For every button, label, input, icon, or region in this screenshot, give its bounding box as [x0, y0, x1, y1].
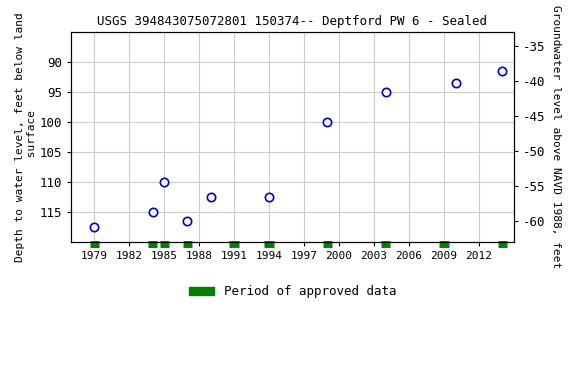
Title: USGS 394843075072801 150374-- Deptford PW 6 - Sealed: USGS 394843075072801 150374-- Deptford P… [97, 15, 487, 28]
Y-axis label: Groundwater level above NAVD 1988, feet: Groundwater level above NAVD 1988, feet [551, 5, 561, 269]
Legend: Period of approved data: Period of approved data [184, 280, 401, 303]
Y-axis label: Depth to water level, feet below land
 surface: Depth to water level, feet below land su… [15, 12, 37, 262]
